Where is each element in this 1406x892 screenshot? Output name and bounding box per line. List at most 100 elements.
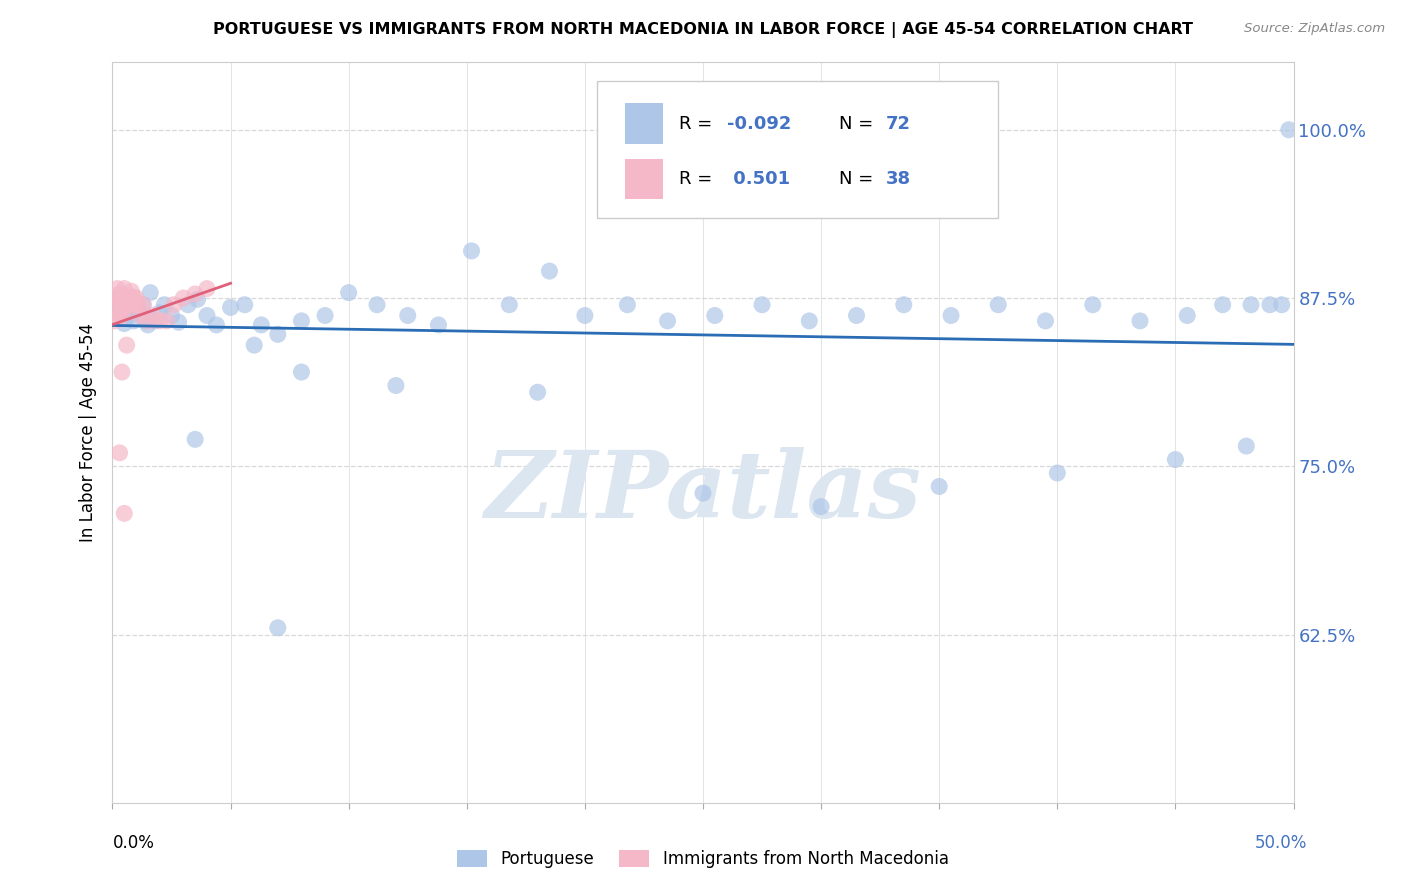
Point [127,303,149,318]
Point [112,317,135,331]
Point [122,314,145,328]
Point [1271,298,1294,312]
Point [105,291,128,305]
Point [366,298,388,312]
Text: 50.0%: 50.0% [1256,834,1308,852]
Text: 38: 38 [886,169,911,187]
Point [460,244,482,258]
Point [112,307,135,321]
Point [1164,452,1187,467]
Point [692,486,714,500]
Point [111,301,134,315]
Point [184,287,207,301]
Point [125,291,148,305]
Point [104,293,127,308]
Point [616,298,638,312]
Point [928,479,950,493]
Point [129,307,152,321]
Point [526,385,548,400]
Text: R =: R = [679,169,718,187]
Point [290,314,312,328]
Point [703,309,725,323]
Point [1081,298,1104,312]
Point [136,318,159,332]
Point [143,314,166,328]
Point [939,309,962,323]
Point [751,298,773,312]
Legend: Portuguese, Immigrants from North Macedonia: Portuguese, Immigrants from North Macedo… [451,843,955,875]
Point [111,291,134,305]
Point [427,318,450,332]
Point [122,298,145,312]
Point [132,298,155,312]
Point [136,314,159,328]
Point [290,365,312,379]
Point [1258,298,1281,312]
Point [186,293,208,307]
Point [396,309,419,323]
Point [142,309,165,323]
Point [115,301,138,315]
Point [574,309,596,323]
Point [105,311,128,326]
Text: 72: 72 [886,115,911,133]
Point [112,282,135,296]
Point [129,309,152,323]
Text: PORTUGUESE VS IMMIGRANTS FROM NORTH MACEDONIA IN LABOR FORCE | AGE 45-54 CORRELA: PORTUGUESE VS IMMIGRANTS FROM NORTH MACE… [212,22,1194,38]
Text: N =: N = [839,169,879,187]
Point [172,291,194,305]
Point [108,291,131,305]
Point [163,298,186,312]
Point [195,282,218,296]
Point [105,299,128,313]
Point [1046,466,1069,480]
Text: 0.501: 0.501 [727,169,790,187]
Point [498,298,520,312]
Point [195,309,218,323]
Point [125,295,148,310]
Point [1234,439,1257,453]
Point [112,507,135,521]
Point [104,314,127,328]
Point [267,621,290,635]
Point [233,298,256,312]
Point [120,290,142,304]
Point [538,264,561,278]
Point [1240,298,1263,312]
Point [149,314,172,328]
Point [108,298,131,312]
FancyBboxPatch shape [626,159,662,200]
Point [1212,298,1234,312]
Point [987,298,1010,312]
Point [112,290,135,304]
Point [205,318,228,332]
Point [115,296,138,310]
Point [267,327,290,342]
Text: Source: ZipAtlas.com: Source: ZipAtlas.com [1244,22,1385,36]
Point [1129,314,1152,328]
Point [184,433,207,447]
Point [108,287,131,301]
Point [243,338,266,352]
Point [127,298,149,312]
FancyBboxPatch shape [626,103,662,144]
Text: -0.092: -0.092 [727,115,792,133]
Point [118,298,141,312]
Point [385,378,408,392]
Text: R =: R = [679,115,718,133]
Point [1035,314,1057,328]
Point [115,338,138,352]
Point [893,298,915,312]
Text: ZIPatlas: ZIPatlas [485,447,921,537]
Point [799,314,821,328]
Point [139,285,162,300]
Point [250,318,273,332]
Point [115,293,138,307]
Point [120,299,142,313]
Point [845,309,868,323]
Point [118,291,141,305]
Point [111,301,134,315]
Point [111,365,134,379]
Point [1278,122,1301,136]
Point [1175,309,1198,323]
